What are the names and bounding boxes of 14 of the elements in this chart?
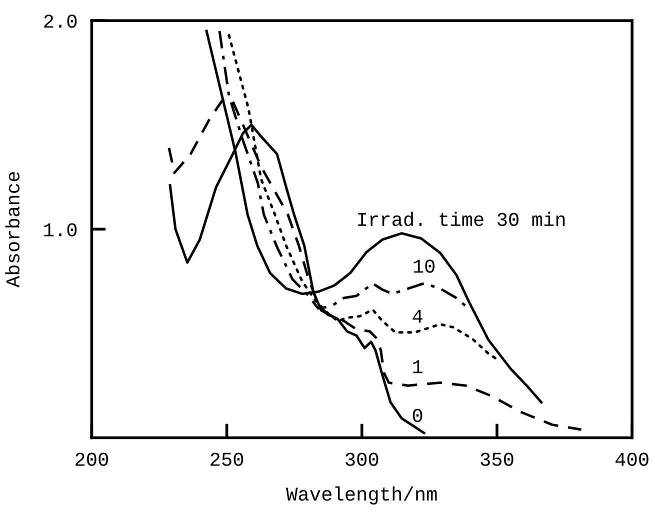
annotation: Irrad. time 30 min <box>358 212 565 226</box>
annotation: 1 <box>413 360 422 374</box>
annotation: 4 <box>412 310 422 323</box>
x-tick-label: 400 <box>616 452 648 466</box>
y-tick-label: 1.0 <box>44 223 77 236</box>
annotation: 0 <box>412 408 422 422</box>
x-tick-label: 350 <box>480 452 514 466</box>
x-tick-label: 300 <box>346 452 378 466</box>
x-axis-title: Wavelength/nm <box>286 486 437 505</box>
y-tick-label: 2.0 <box>44 14 77 28</box>
y-axis-title: Absorbance <box>5 172 20 288</box>
x-tick-label: 200 <box>76 452 108 466</box>
annotation: 10 <box>414 260 434 273</box>
x-tick-label: 250 <box>210 452 244 466</box>
